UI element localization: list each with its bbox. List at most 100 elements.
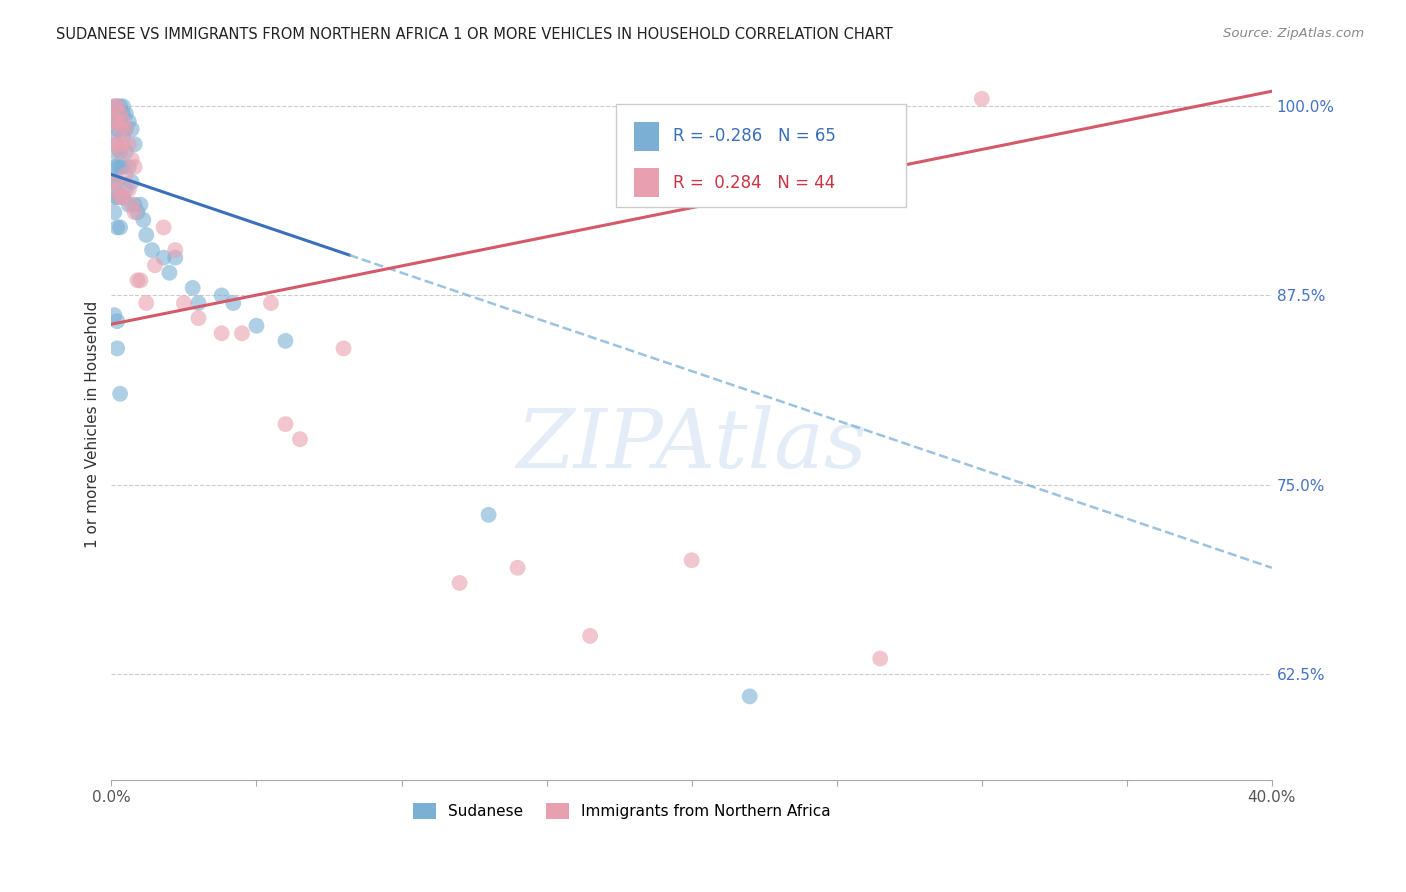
Point (118, 137, 141, 152)
Point (181, 281, 204, 295)
Point (105, 99, 128, 113)
Point (108, 114, 131, 128)
Point (111, 190, 134, 204)
Point (245, 318, 267, 333)
Text: R =  0.284   N = 44: R = 0.284 N = 44 (673, 174, 835, 192)
Point (132, 212, 155, 227)
Point (118, 160, 141, 174)
Point (260, 296, 283, 310)
Point (118, 197, 141, 211)
Point (121, 153, 143, 167)
Point (115, 168, 138, 182)
Point (187, 311, 209, 326)
Point (869, 651, 891, 665)
Point (103, 99, 125, 113)
Point (108, 160, 131, 174)
Point (103, 137, 125, 152)
Point (159, 266, 181, 280)
Point (579, 629, 602, 643)
Point (121, 197, 143, 211)
Point (124, 205, 146, 219)
Point (108, 190, 131, 204)
Point (274, 417, 297, 431)
Point (108, 220, 131, 235)
Point (103, 99, 125, 113)
Point (108, 145, 131, 159)
Point (108, 107, 131, 121)
Point (111, 107, 134, 121)
Point (211, 288, 233, 302)
FancyBboxPatch shape (634, 169, 659, 197)
Point (332, 342, 354, 356)
Point (187, 296, 209, 310)
Point (115, 122, 138, 136)
Point (111, 137, 134, 152)
Point (173, 296, 195, 310)
Y-axis label: 1 or more Vehicles in Household: 1 or more Vehicles in Household (86, 301, 100, 548)
Point (124, 160, 146, 174)
FancyBboxPatch shape (616, 104, 907, 207)
Point (121, 122, 143, 136)
Point (103, 160, 125, 174)
Point (970, 92, 993, 106)
Point (506, 561, 529, 575)
Point (129, 273, 152, 287)
Point (108, 122, 131, 136)
Point (211, 326, 233, 341)
Point (115, 107, 138, 121)
Point (222, 296, 245, 310)
Point (108, 107, 131, 121)
Point (135, 227, 157, 242)
Point (681, 553, 703, 567)
Point (111, 160, 134, 174)
Point (121, 175, 143, 189)
Point (118, 114, 141, 128)
Text: ZIPAtlas: ZIPAtlas (516, 405, 868, 485)
Point (103, 175, 125, 189)
Point (152, 251, 174, 265)
Point (108, 190, 131, 204)
Point (105, 342, 128, 356)
Point (105, 122, 128, 136)
Point (477, 508, 499, 522)
Point (124, 137, 146, 152)
Point (105, 314, 128, 328)
Point (738, 690, 761, 704)
Point (105, 190, 128, 204)
Point (111, 114, 134, 128)
Point (115, 122, 138, 136)
Point (105, 99, 128, 113)
Point (118, 183, 141, 197)
Point (105, 220, 128, 235)
Point (103, 145, 125, 159)
Point (165, 251, 187, 265)
Point (288, 432, 311, 446)
Text: Source: ZipAtlas.com: Source: ZipAtlas.com (1223, 27, 1364, 40)
Point (231, 326, 253, 341)
Point (105, 183, 128, 197)
Text: SUDANESE VS IMMIGRANTS FROM NORTHERN AFRICA 1 OR MORE VEHICLES IN HOUSEHOLD CORR: SUDANESE VS IMMIGRANTS FROM NORTHERN AFR… (56, 27, 893, 42)
Point (105, 175, 128, 189)
Point (129, 197, 152, 211)
Point (127, 205, 149, 219)
Point (103, 308, 125, 322)
Point (135, 296, 157, 310)
Point (105, 114, 128, 128)
Point (103, 129, 125, 144)
FancyBboxPatch shape (634, 122, 659, 151)
Point (143, 258, 166, 272)
Point (111, 99, 134, 113)
Point (103, 205, 125, 219)
Point (103, 190, 125, 204)
Point (108, 99, 131, 113)
Point (111, 129, 134, 144)
Point (449, 576, 471, 591)
Legend: Sudanese, Immigrants from Northern Africa: Sudanese, Immigrants from Northern Afric… (406, 797, 837, 825)
Point (124, 197, 146, 211)
Text: R = -0.286   N = 65: R = -0.286 N = 65 (673, 128, 837, 145)
Point (108, 145, 131, 159)
Point (105, 137, 128, 152)
Point (108, 386, 131, 401)
Point (141, 243, 163, 257)
Point (115, 183, 138, 197)
